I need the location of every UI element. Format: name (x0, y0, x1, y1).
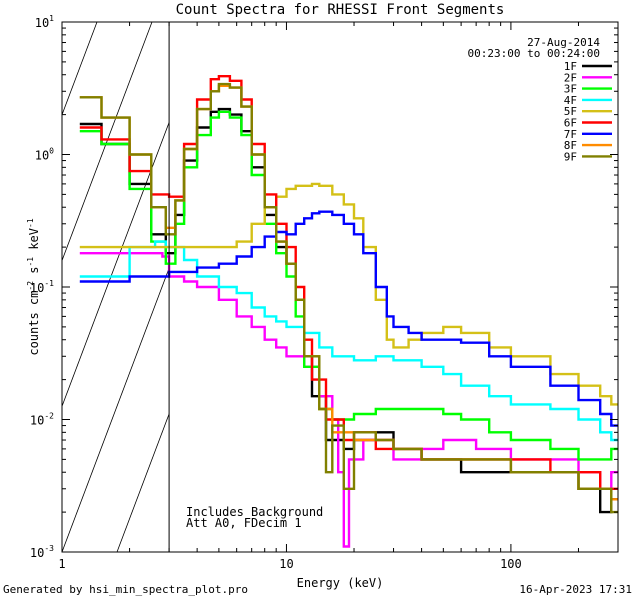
time-range-label: 00:23:00 to 00:24:00 (468, 47, 600, 60)
y-tick-exp: -3 (44, 544, 54, 553)
legend-label-4F: 4F (564, 94, 577, 107)
series-line-4F (79, 240, 618, 442)
legend-label-3F: 3F (564, 83, 577, 96)
legend-label-1F: 1F (564, 60, 577, 73)
y-tick-base: 10 (30, 546, 44, 560)
series-layer (79, 75, 618, 548)
x-tick-labels: 1 10 100 (58, 557, 521, 571)
hatch-line (62, 121, 170, 408)
hatch-line (62, 267, 170, 552)
hatch-line (62, 22, 98, 116)
y-tick-exp: -1 (44, 279, 54, 288)
legend-label-6F: 6F (564, 117, 577, 130)
footer-generated-by: Generated by hsi_min_spectra_plot.pro (3, 583, 249, 596)
y-label-exp: -2 (26, 281, 35, 291)
series-line-5F (79, 182, 618, 406)
y-tick-label: 101 (35, 14, 54, 30)
legend-label-8F: 8F (564, 139, 577, 152)
series-line-1F (79, 107, 618, 514)
hatch-line (116, 412, 170, 552)
y-tick-base: 10 (35, 16, 49, 30)
x-tick-label: 1 (58, 557, 65, 571)
y-tick-exp: 0 (49, 147, 54, 156)
series-line-3F (79, 110, 618, 461)
y-tick-base: 10 (30, 281, 44, 295)
x-tick-label: 10 (279, 557, 293, 571)
annotation-attenuator: Att A0, FDecim 1 (186, 516, 302, 530)
x-axis-label: Energy (keV) (297, 576, 384, 590)
y-label-part: counts cm (27, 291, 41, 356)
y-axis-label: counts cm-2 s-1 keV-1 (26, 218, 41, 355)
date-label: 27-Aug-2014 (527, 36, 600, 49)
annotation-background: Includes Background (186, 505, 323, 519)
legend-label-9F: 9F (564, 150, 577, 163)
y-label-exp: -1 (26, 257, 35, 267)
y-tick-exp: 1 (49, 14, 54, 23)
y-label-part: s (27, 267, 41, 281)
x-tick-label: 100 (500, 557, 522, 571)
y-label-exp: -1 (26, 218, 35, 228)
series-line-9F (79, 82, 618, 514)
series-line-7F (79, 210, 618, 427)
axis-ticks (61, 22, 619, 553)
y-label-part: keV (27, 228, 41, 257)
y-tick-label: 10-3 (30, 544, 54, 560)
series-line-6F (79, 75, 618, 490)
y-tick-label: 10-2 (30, 412, 54, 428)
footer-timestamp: 16-Apr-2023 17:31 (519, 583, 632, 596)
y-tick-label: 100 (35, 147, 54, 163)
y-tick-base: 10 (35, 149, 49, 163)
series-line-2F (79, 252, 618, 548)
y-tick-label: 10-1 (30, 279, 54, 295)
y-tick-base: 10 (30, 414, 44, 428)
y-tick-exp: -2 (44, 412, 54, 421)
hatched-region (62, 22, 170, 552)
hatch-line (62, 22, 153, 262)
legend-label-5F: 5F (564, 105, 577, 118)
chart-title: Count Spectra for RHESSI Front Segments (176, 2, 505, 18)
legend-label-2F: 2F (564, 71, 577, 84)
legend-label-7F: 7F (564, 128, 577, 141)
